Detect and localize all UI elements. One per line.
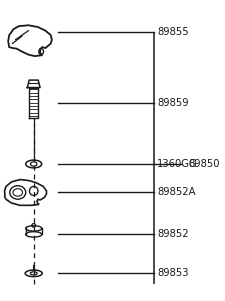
Text: 89850: 89850 bbox=[188, 159, 220, 169]
Text: 89853: 89853 bbox=[157, 268, 189, 278]
Text: 89859: 89859 bbox=[157, 98, 189, 107]
Text: 89852A: 89852A bbox=[157, 188, 196, 197]
Text: 89852: 89852 bbox=[157, 229, 189, 239]
Text: 1360GG: 1360GG bbox=[157, 159, 198, 169]
Text: 89855: 89855 bbox=[157, 27, 189, 37]
